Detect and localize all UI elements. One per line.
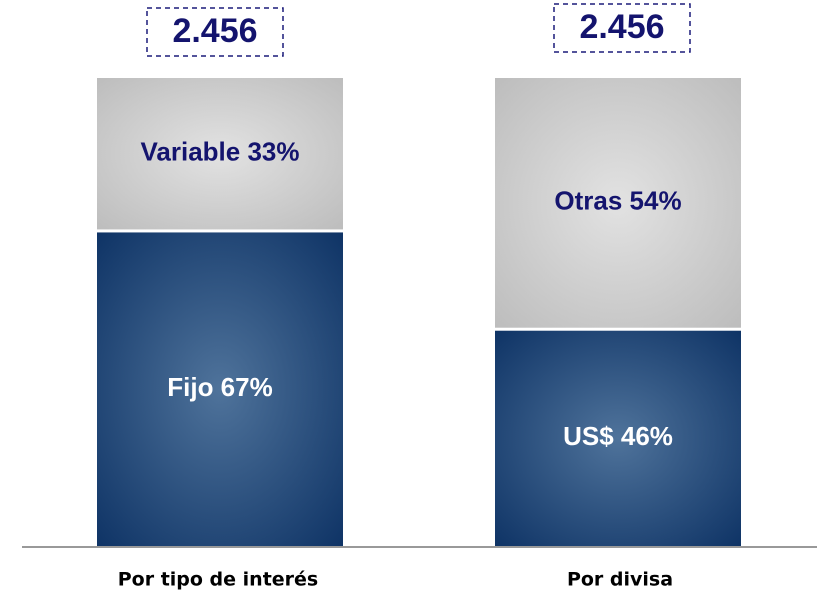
total-box xyxy=(146,7,284,57)
total-box xyxy=(553,3,691,53)
category-label: Por divisa xyxy=(567,569,673,591)
segment-label: Variable 33% xyxy=(141,137,300,167)
category-label: Por tipo de interés xyxy=(118,569,319,591)
segment-label: Otras 54% xyxy=(554,186,681,216)
bar-segment xyxy=(495,78,741,328)
segment-label: Fijo 67% xyxy=(167,372,272,402)
bar-segment xyxy=(97,232,343,546)
total-label: 2.456 xyxy=(579,8,664,46)
bar-segment xyxy=(495,330,741,546)
total-label: 2.456 xyxy=(172,12,257,50)
bar-segment xyxy=(97,78,343,230)
segment-label: US$ 46% xyxy=(563,421,673,451)
